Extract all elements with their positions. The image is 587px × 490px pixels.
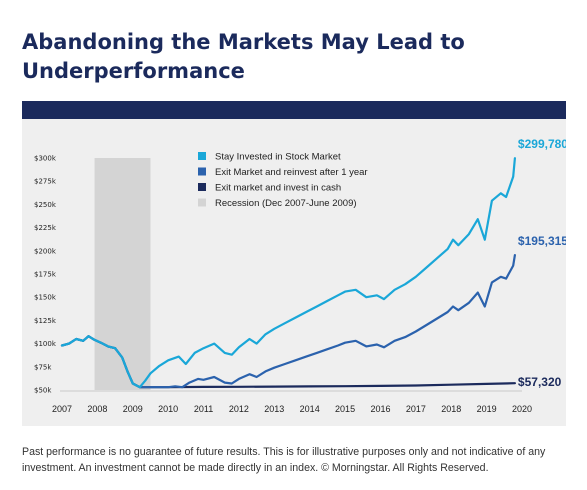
x-tick-label: 2017 [406, 404, 426, 414]
x-tick-label: 2007 [52, 404, 72, 414]
legend-swatch [198, 198, 206, 207]
x-tick-label: 2013 [264, 404, 284, 414]
series-end-label-2: $195,315 [518, 234, 566, 248]
x-tick-label: 2014 [300, 404, 320, 414]
disclaimer-footnote: Past performance is no guarantee of futu… [22, 446, 546, 474]
x-tick-label: 2015 [335, 404, 355, 414]
recession-band [94, 158, 151, 390]
page-title: Abandoning the Markets May Lead to Under… [22, 30, 465, 83]
y-tick-label: $50k [34, 387, 52, 395]
line-chart: $50k $75k $100k $125k $150k $175k $200k $225k $2… [34, 137, 566, 414]
legend-label: Recession (Dec 2007-June 2009) [215, 198, 357, 209]
legend-swatch [198, 167, 206, 176]
panel-header-bar [22, 101, 566, 119]
y-tick-label: $275k [34, 178, 57, 186]
chart-panel: $50k $75k $100k $125k $150k $175k $200k $225k $2… [22, 101, 566, 426]
series-end-label-1: $299,780 [518, 137, 566, 151]
y-tick-label: $300k [34, 155, 57, 163]
legend-label: Exit market and invest in cash [215, 183, 341, 194]
legend-label: Exit Market and reinvest after 1 year [215, 167, 368, 178]
y-tick-label: $250k [34, 201, 57, 209]
x-tick-label: 2019 [477, 404, 497, 414]
x-tick-label: 2009 [123, 404, 143, 414]
legend-swatch [198, 152, 206, 160]
y-tick-label: $100k [34, 340, 57, 348]
series-line-1 [60, 157, 516, 389]
x-tick-label: 2008 [87, 404, 107, 414]
y-tick-label: $200k [34, 247, 57, 255]
x-tick-label: 2010 [158, 404, 178, 414]
y-tick-label: $75k [34, 363, 52, 371]
y-tick-label: $150k [34, 294, 57, 302]
series-end-label-3: $57,320 [518, 375, 562, 389]
legend-label: Stay Invested in Stock Market [215, 152, 341, 163]
x-tick-label: 2018 [441, 404, 461, 414]
legend-swatch [198, 183, 206, 191]
x-tick-label: 2012 [229, 404, 249, 414]
x-tick-label: 2011 [194, 404, 213, 414]
y-tick-label: $225k [34, 224, 57, 232]
y-tick-label: $125k [34, 317, 57, 325]
y-tick-label: $175k [34, 271, 57, 279]
x-tick-label: 2016 [370, 404, 390, 414]
x-tick-label: 2020 [512, 404, 532, 414]
